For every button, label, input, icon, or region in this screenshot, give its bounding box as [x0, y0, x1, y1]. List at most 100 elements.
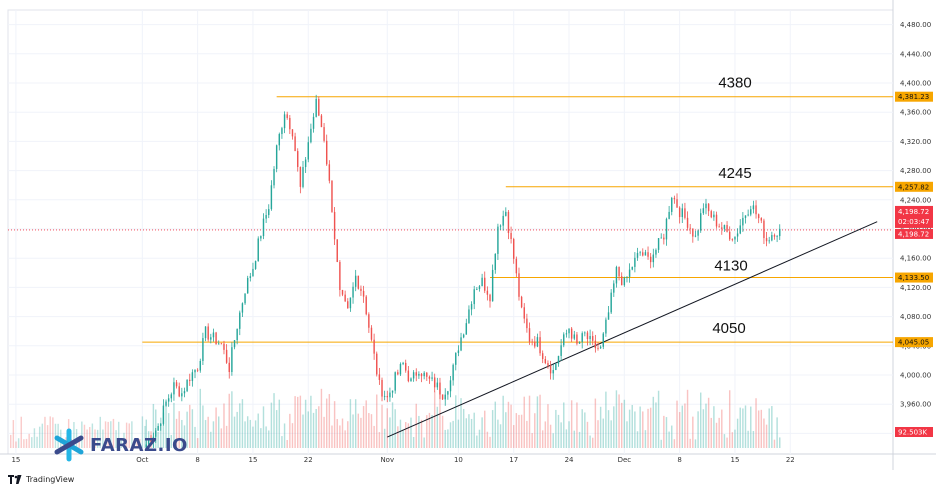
- candle-body: [557, 355, 560, 364]
- tradingview-footer[interactable]: TradingView: [8, 475, 74, 484]
- volume-bar: [181, 419, 183, 448]
- candle-body: [710, 211, 712, 218]
- candle-body: [620, 276, 623, 286]
- volume-bar: [449, 422, 452, 448]
- volume-bar: [386, 408, 389, 448]
- volume-bar: [705, 403, 707, 448]
- y-tick-label: 4,320.00: [900, 138, 931, 146]
- candle-body: [362, 290, 365, 297]
- volume-bar: [510, 404, 512, 448]
- candle-body: [410, 378, 412, 382]
- x-tick-label: 22: [786, 456, 795, 464]
- candle-body: [510, 233, 512, 240]
- volume-bar: [78, 438, 80, 448]
- volume-bar: [739, 407, 741, 448]
- volume-bar: [584, 412, 586, 448]
- candle-body: [642, 252, 644, 256]
- volume-bar: [481, 417, 483, 448]
- candle-body: [657, 238, 660, 250]
- volume-bar: [215, 407, 217, 448]
- volume-bar: [110, 421, 112, 448]
- volume-bar: [112, 418, 115, 448]
- candle-body: [186, 379, 188, 392]
- volume-bar: [615, 390, 618, 448]
- volume-bar: [678, 412, 681, 448]
- volume-bar: [570, 400, 573, 448]
- candle-body: [449, 380, 452, 392]
- volume-bar: [752, 430, 755, 448]
- candle-body: [357, 275, 360, 289]
- candle-body: [344, 294, 346, 302]
- volume-bar: [265, 426, 267, 448]
- candle-body: [689, 227, 691, 229]
- candle-body: [668, 211, 670, 219]
- candle-body: [320, 115, 323, 128]
- level-tag-4380: 4,381.23: [898, 93, 929, 101]
- candle-body: [649, 256, 652, 263]
- candle-body: [526, 318, 528, 329]
- candle-body: [328, 164, 331, 181]
- volume-bar: [765, 424, 768, 448]
- candle-body: [647, 252, 649, 257]
- candle-body: [397, 372, 399, 375]
- candle-body: [318, 98, 320, 116]
- x-tick-label: 24: [565, 456, 574, 464]
- volume-bar: [623, 399, 626, 448]
- candle-body: [394, 372, 396, 391]
- candle-body: [217, 343, 220, 345]
- volume-bar: [167, 413, 170, 448]
- volume-bar: [254, 420, 257, 448]
- y-tick-label: 4,360.00: [900, 109, 931, 117]
- candle-body: [573, 334, 576, 339]
- horizontal-levels[interactable]: 4380 4245 4130 4050: [8, 75, 893, 343]
- candle-body: [592, 336, 594, 341]
- candle-body: [694, 235, 697, 237]
- volume-bar: [723, 434, 726, 448]
- trendline-layer[interactable]: [387, 221, 878, 438]
- candle-body: [431, 377, 433, 379]
- volume-bar: [744, 405, 747, 448]
- volume-bar: [389, 417, 391, 448]
- volume-bar: [141, 416, 144, 448]
- volume-bar: [715, 422, 718, 448]
- candle-body: [702, 208, 705, 214]
- volume-bar: [707, 397, 710, 448]
- candle-body: [739, 225, 741, 234]
- volume-bar: [225, 425, 228, 448]
- y-tick-label: 3,960.00: [900, 401, 931, 409]
- candle-body: [655, 249, 657, 255]
- volume-bar: [555, 409, 557, 448]
- volume-bar: [73, 422, 75, 448]
- time-axis[interactable]: 15 Oct 8 15 22 Nov 10 17 24 Dec 8 15 22: [11, 456, 794, 464]
- volume-bar: [455, 395, 457, 448]
- candle-body: [175, 382, 178, 387]
- volume-bar: [12, 420, 15, 448]
- candle-body: [262, 218, 265, 237]
- candle-body: [481, 277, 483, 287]
- volume-bar: [526, 420, 528, 448]
- volume-bar: [117, 421, 120, 448]
- volume-bar: [23, 439, 25, 448]
- volume-bar: [607, 410, 610, 448]
- candle-body: [225, 349, 228, 363]
- candle-body: [626, 276, 628, 278]
- volume-bar: [131, 421, 133, 448]
- candle-body: [278, 134, 281, 146]
- volume-bar: [581, 409, 583, 448]
- volume-bar: [89, 427, 91, 448]
- volume-bar: [644, 430, 647, 448]
- candle-body: [145, 444, 147, 448]
- volume-bar: [549, 424, 552, 448]
- price-axis[interactable]: 3,920.003,960.004,000.004,040.004,080.00…: [895, 21, 933, 438]
- volume-bar: [649, 407, 652, 448]
- volume-bar: [512, 425, 515, 448]
- candle-body: [281, 128, 283, 135]
- volume-bar: [144, 425, 146, 448]
- candle-body: [750, 209, 752, 215]
- candle-body: [765, 238, 768, 242]
- ascending-trendline[interactable]: [387, 221, 878, 438]
- candle-body: [705, 203, 707, 209]
- level-label-4050: 4050: [712, 320, 745, 337]
